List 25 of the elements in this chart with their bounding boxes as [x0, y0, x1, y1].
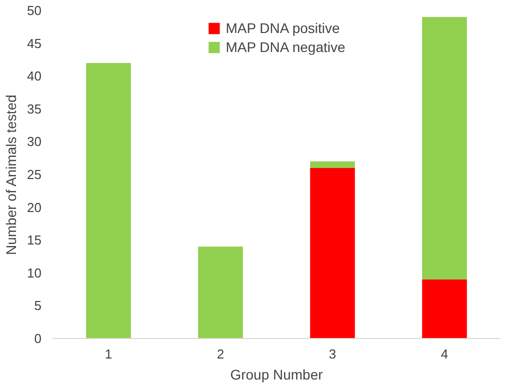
bar	[86, 62, 131, 338]
bar	[310, 168, 355, 338]
y-tick-label: 0	[34, 331, 42, 346]
bar	[422, 279, 467, 338]
x-tick-label: 3	[328, 346, 336, 362]
bar	[198, 246, 243, 338]
y-tick-label: 25	[27, 167, 42, 182]
y-tick-label: 45	[27, 36, 42, 51]
y-tick-label: 35	[27, 101, 42, 116]
y-axis-title: Number of Animals tested	[3, 94, 20, 256]
y-tick-label: 5	[34, 298, 42, 314]
x-tick-label: 2	[216, 346, 224, 362]
legend-label: MAP DNA positive	[226, 20, 340, 36]
y-tick-label: 50	[27, 3, 42, 18]
y-tick-label: 40	[27, 68, 42, 84]
x-tick-label: 1	[104, 346, 112, 362]
legend-label: MAP DNA negative	[226, 39, 346, 55]
y-tick-label: 20	[27, 200, 42, 215]
y-tick-label: 15	[27, 232, 42, 248]
x-axis-title: Group Number	[230, 366, 324, 382]
bar	[422, 17, 467, 280]
x-tick-label: 4	[440, 346, 448, 362]
y-tick-label: 10	[27, 265, 42, 280]
y-tick-label: 30	[27, 134, 42, 150]
bar	[310, 161, 355, 168]
